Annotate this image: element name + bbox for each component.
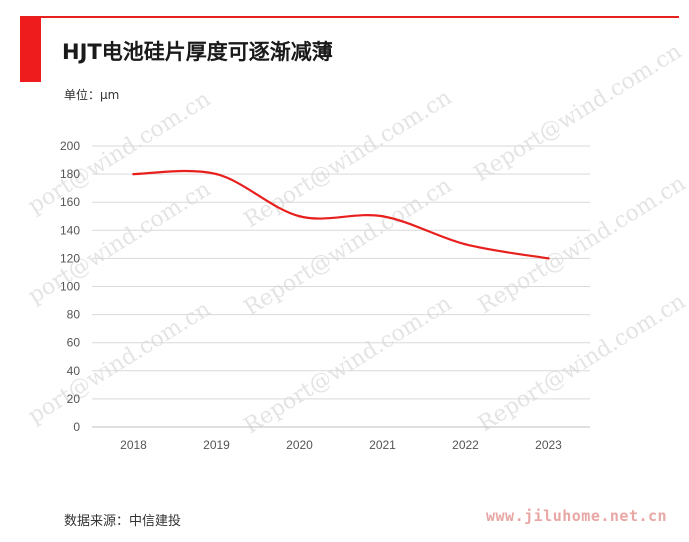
y-tick-label: 20: [67, 392, 81, 406]
series-layer: [132, 169, 550, 260]
unit-label: 单位：μm: [64, 88, 120, 102]
data-point: [464, 243, 467, 246]
x-tick-label: 2020: [286, 438, 313, 452]
x-tick-label: 2018: [120, 438, 147, 452]
data-point: [381, 215, 384, 218]
data-point: [215, 172, 218, 176]
top-rule: [20, 16, 679, 18]
data-point: [132, 172, 135, 176]
series-line: [132, 169, 550, 260]
x-tick-label: 2023: [535, 438, 562, 452]
page-title: HJT电池硅片厚度可逐渐减薄: [62, 40, 333, 64]
gridlines: [92, 145, 590, 428]
source-note: 数据来源：中信建投: [64, 514, 182, 529]
data-point: [547, 257, 550, 260]
watermark-text: port@wind.com.cn: [24, 297, 215, 429]
y-tick-label: 40: [67, 364, 81, 378]
watermark-layer: port@wind.com.cn Report@wind.com.cn Repo…: [24, 39, 689, 439]
accent-bar: [20, 18, 41, 82]
y-tick-label: 0: [73, 420, 80, 434]
x-tick-label: 2022: [452, 438, 479, 452]
x-axis-ticks: 2018 2019 2020 2021 2022 2023: [120, 438, 562, 452]
x-tick-label: 2019: [203, 438, 230, 452]
y-tick-label: 180: [60, 167, 80, 181]
y-tick-label: 100: [60, 280, 80, 294]
y-tick-label: 140: [60, 223, 80, 237]
y-tick-label: 60: [67, 336, 81, 350]
y-axis-ticks: 0 20 40 60 80 100 120 140 160 180 200: [60, 139, 80, 434]
y-tick-label: 120: [60, 251, 80, 265]
x-tick-label: 2021: [369, 438, 396, 452]
watermark-text: Report@wind.com.cn: [474, 289, 689, 437]
y-tick-label: 160: [60, 195, 80, 209]
watermark-text: Report@wind.com.cn: [240, 291, 456, 439]
site-watermark: www.jiluhome.net.cn: [486, 507, 668, 525]
watermark-text: Report@wind.com.cn: [474, 171, 689, 319]
data-point: [298, 215, 301, 218]
y-tick-label: 80: [67, 308, 81, 322]
y-tick-label: 200: [60, 139, 80, 153]
watermark-text: Report@wind.com.cn: [470, 39, 686, 187]
